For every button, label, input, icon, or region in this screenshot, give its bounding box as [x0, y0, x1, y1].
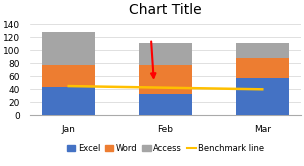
Line: Benchmark line: Benchmark line [69, 86, 262, 89]
Bar [236, 78, 289, 115]
Legend: Excel, Word, Access, Benchmark line: Excel, Word, Access, Benchmark line [64, 141, 268, 157]
Bar [139, 94, 192, 115]
Benchmark line [261, 88, 264, 90]
Bar [139, 65, 192, 94]
Bar [42, 32, 95, 65]
Bar [236, 58, 289, 78]
Bar [42, 65, 95, 87]
Benchmark line [67, 85, 71, 87]
Bar [42, 87, 95, 115]
Title: Chart Title: Chart Title [129, 3, 202, 17]
Bar [236, 43, 289, 58]
Bar [139, 43, 192, 65]
